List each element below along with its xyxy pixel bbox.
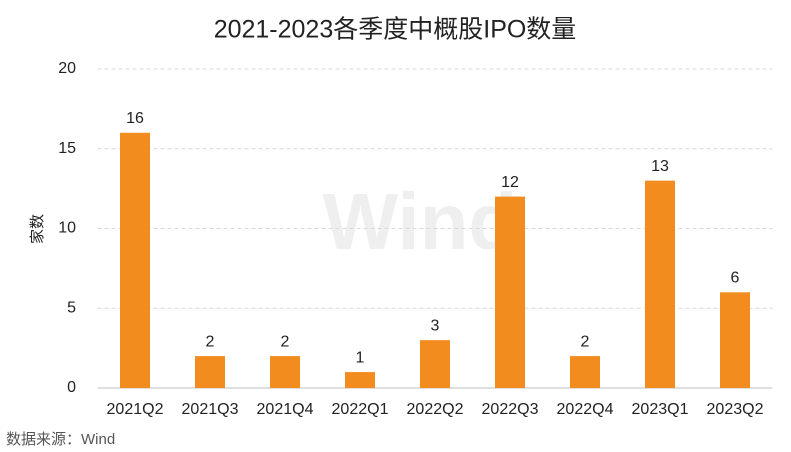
- chart-title: 2021-2023各季度中概股IPO数量: [214, 16, 577, 44]
- data-label: 2: [281, 333, 290, 350]
- y-tick-label: 20: [58, 60, 76, 77]
- data-label: 2: [581, 333, 590, 350]
- x-tick-label: 2022Q4: [557, 401, 614, 418]
- x-tick-label: 2023Q2: [707, 401, 764, 418]
- x-tick-label: 2022Q2: [407, 401, 464, 418]
- source: 数据来源：Wind: [6, 431, 115, 448]
- bar: [195, 356, 225, 388]
- y-tick-label: 10: [58, 220, 76, 237]
- data-label: 16: [126, 110, 144, 127]
- bar: [570, 356, 600, 388]
- data-label: 13: [651, 158, 669, 175]
- y-axis-label: 家数: [29, 214, 46, 244]
- data-label: 3: [431, 317, 440, 334]
- x-tick-label: 2023Q1: [632, 401, 689, 418]
- bar: [720, 292, 750, 388]
- bar: [120, 132, 150, 388]
- bar: [345, 372, 375, 388]
- bar: [645, 180, 675, 388]
- x-tick-label: 2022Q1: [332, 401, 389, 418]
- data-label: 1: [356, 349, 365, 366]
- x-tick-label: 2021Q4: [257, 401, 314, 418]
- x-tick-label: 2021Q2: [107, 401, 164, 418]
- y-tick-label: 15: [58, 140, 76, 157]
- bar: [495, 196, 525, 388]
- data-label: 2: [206, 333, 215, 350]
- y-tick-label: 5: [67, 299, 76, 316]
- x-tick-label: 2022Q3: [482, 401, 539, 418]
- bar: [420, 340, 450, 388]
- data-label: 12: [501, 174, 519, 191]
- y-tick-label: 0: [67, 379, 76, 396]
- x-tick-label: 2021Q3: [182, 401, 239, 418]
- bar: [270, 356, 300, 388]
- data-label: 6: [731, 270, 740, 287]
- watermark: Wind: [323, 177, 518, 266]
